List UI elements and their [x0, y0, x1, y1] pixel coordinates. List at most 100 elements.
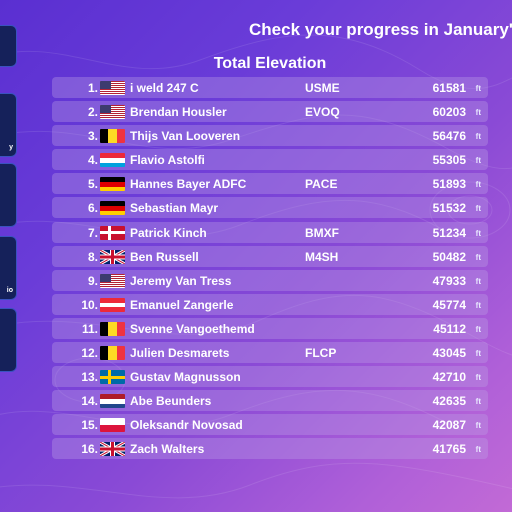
rank-number: 15. [81, 418, 98, 433]
elevation-value: 43045 [432, 346, 466, 361]
elevation-value: 42710 [432, 370, 466, 385]
leaderboard-row[interactable]: 9. Jeremy Van Tress 47933 ft [52, 269, 488, 291]
unit-label: ft [475, 300, 481, 310]
elevation-value: 45112 [433, 321, 466, 336]
se-flag-icon [100, 370, 125, 385]
rank-number: 3. [87, 129, 98, 144]
club-tag: PACE [305, 177, 338, 192]
leaderboard-row[interactable]: 14. Abe Beunders 42635 ft [52, 390, 488, 412]
athlete-name: Brendan Housler [130, 105, 227, 120]
athlete-name: Abe Beunders [130, 394, 212, 409]
unit-label: ft [475, 324, 481, 334]
unit-label: ft [475, 276, 481, 286]
club-tag: FLCP [305, 346, 337, 361]
rank-number: 16. [81, 442, 98, 457]
sidebar-item-label: io [6, 287, 13, 294]
us-flag-icon [100, 105, 125, 120]
unit-label: ft [475, 156, 481, 166]
leaderboard-row[interactable]: 6. Sebastian Mayr 51532 ft [52, 197, 488, 219]
elevation-value: 60203 [432, 105, 466, 120]
de-flag-icon [100, 177, 125, 192]
club-tag: USME [305, 81, 340, 95]
leaderboard-row[interactable]: 4. Flavio Astolfi 55305 ft [52, 149, 488, 171]
at-flag-icon [100, 297, 125, 312]
athlete-name: Julien Desmarets [130, 346, 230, 361]
unit-label: ft [475, 349, 481, 359]
unit-label: ft [475, 180, 481, 190]
rank-number: 5. [87, 177, 98, 192]
leaderboard-row[interactable]: 15. Oleksandr Novosad 42087 ft [52, 414, 488, 436]
unit-label: ft [475, 228, 481, 238]
rank-number: 10. [81, 297, 98, 312]
unit-label: ft [475, 132, 481, 142]
elevation-value: 42635 [432, 394, 466, 409]
rank-number: 6. [87, 201, 98, 216]
athlete-name: i weld 247 C [130, 81, 199, 95]
us-flag-icon [100, 273, 125, 288]
be-flag-icon [100, 321, 125, 336]
elevation-value: 61581 [432, 81, 466, 95]
nl-flag-icon [100, 394, 125, 409]
leaderboard-row[interactable]: 2. Brendan Housler EVOQ 60203 ft [52, 101, 488, 123]
dk-flag-icon [100, 225, 125, 240]
club-tag: EVOQ [305, 105, 340, 120]
leaderboard: 1. i weld 247 C USME 61581 ft 2. Brendan… [52, 77, 488, 463]
leaderboard-title: Total Elevation [213, 55, 327, 72]
rank-number: 9. [87, 273, 98, 288]
athlete-name: Gustav Magnusson [130, 370, 241, 385]
sidebar-button-2[interactable]: y [0, 93, 17, 157]
leaderboard-row[interactable]: 11. Svenne Vangoethemd 45112 ft [52, 317, 488, 339]
leaderboard-row[interactable]: 3. Thijs Van Looveren 56476 ft [52, 125, 488, 147]
rank-number: 4. [87, 153, 98, 168]
leaderboard-row[interactable]: 12. Julien Desmarets FLCP 43045 ft [52, 342, 488, 364]
athlete-name: Patrick Kinch [130, 225, 207, 240]
unit-label: ft [475, 108, 481, 118]
club-tag: M4SH [305, 249, 339, 264]
elevation-value: 41765 [432, 442, 466, 457]
be-flag-icon [100, 346, 125, 361]
page-headline: Check your progress in January' [249, 20, 512, 39]
unit-label: ft [475, 84, 481, 93]
elevation-value: 42087 [432, 418, 466, 433]
athlete-name: Ben Russell [130, 249, 199, 264]
rank-number: 11. [81, 321, 98, 336]
athlete-name: Thijs Van Looveren [130, 129, 241, 144]
elevation-value: 51234 [432, 225, 466, 240]
leaderboard-row[interactable]: 8. Ben Russell M4SH 50482 ft [52, 245, 488, 267]
sidebar-button-3[interactable] [0, 163, 17, 227]
sidebar-button-4[interactable]: io [0, 236, 17, 300]
leaderboard-row[interactable]: 5. Hannes Bayer ADFC PACE 51893 ft [52, 173, 488, 195]
unit-label: ft [475, 445, 481, 455]
elevation-value: 56476 [432, 129, 466, 144]
elevation-value: 50482 [432, 249, 466, 264]
leaderboard-row[interactable]: 10. Emanuel Zangerle 45774 ft [52, 293, 488, 315]
unit-label: ft [475, 252, 481, 262]
sidebar-button-5[interactable] [0, 308, 17, 372]
be-flag-icon [100, 129, 125, 144]
athlete-name: Sebastian Mayr [130, 201, 219, 216]
sidebar-item-label: y [9, 144, 13, 151]
gb-flag-icon [100, 249, 125, 264]
leaderboard-row[interactable]: 1. i weld 247 C USME 61581 ft [52, 77, 488, 98]
athlete-name: Flavio Astolfi [130, 153, 205, 168]
rank-number: 2. [87, 105, 98, 120]
rank-number: 13. [81, 370, 98, 385]
sidebar-button-1[interactable] [0, 25, 17, 67]
unit-label: ft [475, 204, 481, 214]
leaderboard-row[interactable]: 13. Gustav Magnusson 42710 ft [52, 366, 488, 388]
club-tag: BMXF [305, 225, 339, 240]
rank-number: 12. [81, 346, 98, 361]
elevation-value: 47933 [432, 273, 466, 288]
us-flag-icon [100, 81, 125, 95]
athlete-name: Zach Walters [130, 442, 205, 457]
rank-number: 1. [87, 81, 98, 95]
leaderboard-row[interactable]: 16. Zach Walters 41765 ft [52, 438, 488, 460]
elevation-value: 51893 [432, 177, 466, 192]
athlete-name: Svenne Vangoethemd [130, 321, 255, 336]
rank-number: 7. [87, 225, 98, 240]
gb-flag-icon [100, 442, 125, 457]
leaderboard-row[interactable]: 7. Patrick Kinch BMXF 51234 ft [52, 221, 488, 243]
rank-number: 14. [81, 394, 98, 409]
rank-number: 8. [87, 249, 98, 264]
elevation-value: 45774 [432, 297, 466, 312]
